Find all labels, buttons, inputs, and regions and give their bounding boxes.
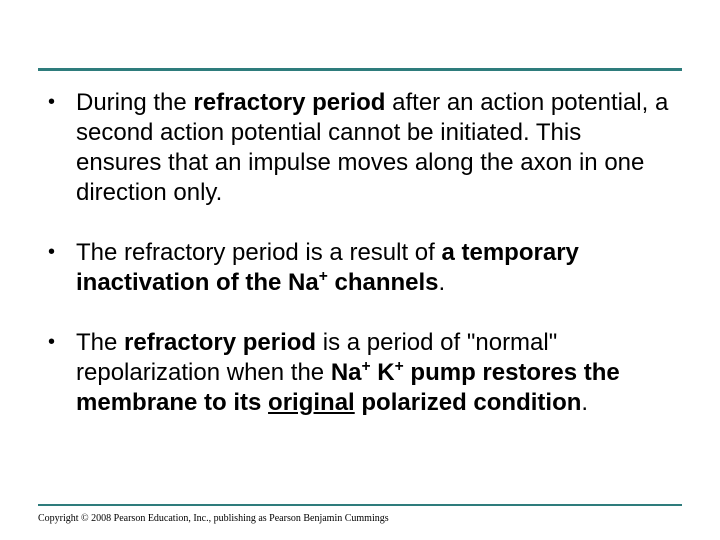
- bullet-marker: •: [48, 328, 76, 418]
- text: The: [76, 329, 124, 356]
- text-bold: refractory period: [193, 89, 385, 116]
- bullet-2: • The refractory period is a result of a…: [48, 238, 672, 298]
- copyright-text: Copyright © 2008 Pearson Education, Inc.…: [38, 513, 389, 524]
- bullet-1: • During the refractory period after an …: [48, 88, 672, 208]
- superscript: +: [395, 358, 404, 375]
- text: K: [371, 359, 395, 386]
- text: channels: [328, 269, 439, 296]
- text: During the: [76, 89, 193, 116]
- superscript: +: [362, 358, 371, 375]
- text: polarized condition: [355, 389, 582, 416]
- text: .: [581, 389, 588, 416]
- text-underline: original: [268, 389, 355, 416]
- bottom-divider: [38, 504, 682, 506]
- text: .: [439, 269, 446, 296]
- content-area: • During the refractory period after an …: [48, 88, 672, 448]
- text-bold: refractory period: [124, 329, 323, 356]
- text: The refractory period is a result of: [76, 239, 441, 266]
- slide-container: • During the refractory period after an …: [0, 0, 720, 540]
- top-divider: [38, 68, 682, 71]
- bullet-text-2: The refractory period is a result of a t…: [76, 238, 672, 298]
- bullet-text-1: During the refractory period after an ac…: [76, 88, 672, 208]
- superscript: +: [319, 268, 328, 285]
- bullet-text-3: The refractory period is a period of "no…: [76, 328, 672, 418]
- text: Na: [331, 359, 362, 386]
- bullet-marker: •: [48, 238, 76, 298]
- bullet-3: • The refractory period is a period of "…: [48, 328, 672, 418]
- bullet-marker: •: [48, 88, 76, 208]
